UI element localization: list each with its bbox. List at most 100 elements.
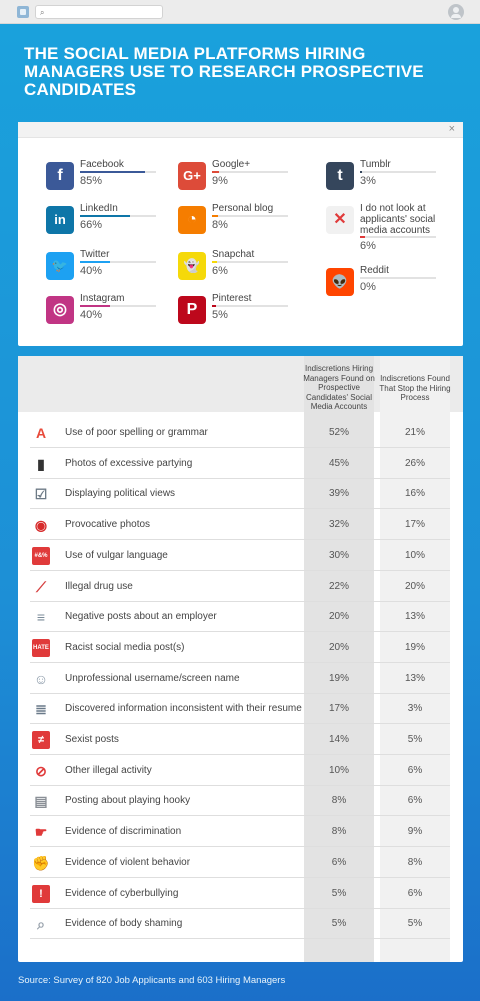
- platform-percent: 8%: [212, 219, 228, 231]
- indiscretions-table: Indiscretions Hiring Managers Found on P…: [18, 356, 463, 962]
- magnifier-scale-icon: ⌕: [37, 916, 45, 933]
- row-label: Use of poor spelling or grammar: [65, 427, 208, 438]
- platform-bar-fill: [80, 171, 145, 173]
- platform-name: Twitter: [80, 249, 110, 260]
- platform-bar-track: [212, 305, 288, 307]
- row-label: Negative posts about an employer: [65, 611, 217, 623]
- platform-percent: 5%: [212, 309, 228, 321]
- table-row: A Use of poor spelling or grammar 52% 21%: [30, 418, 450, 448]
- platform-percent: 6%: [212, 265, 228, 277]
- rss-icon: ◔: [178, 206, 206, 234]
- found-percent: 20%: [328, 611, 349, 623]
- pinterest-icon: P: [178, 296, 206, 324]
- stop-percent: 6%: [407, 764, 423, 776]
- platform-percent: 9%: [212, 175, 228, 187]
- stop-column-bg: [380, 356, 450, 962]
- facebook-icon: f: [46, 162, 74, 190]
- platform-name: Facebook: [80, 159, 124, 170]
- row-label: Sexist posts: [65, 734, 119, 745]
- stop-percent: 6%: [407, 795, 423, 807]
- close-icon[interactable]: ×: [448, 123, 455, 135]
- found-percent: 5%: [331, 918, 347, 930]
- row-label: Provocative photos: [65, 519, 151, 531]
- platform-bar-fill: [212, 305, 216, 307]
- stop-percent: 20%: [404, 580, 425, 592]
- platform-bar-track: [212, 261, 288, 263]
- stop-percent: 21%: [404, 427, 425, 438]
- platform-name: Personal blog: [212, 203, 274, 214]
- x-icon: ✕: [326, 206, 354, 234]
- stop-percent: 6%: [407, 887, 423, 899]
- instagram-icon: ◎: [46, 296, 74, 324]
- table-row: ≣ Discovered information inconsistent wit…: [30, 694, 450, 725]
- platform-bar-fill: [80, 261, 111, 263]
- row-label: Other illegal activity: [65, 764, 152, 776]
- prohibited-icon: ⊘: [35, 762, 47, 779]
- row-label: Racist social media post(s): [65, 641, 185, 653]
- table-row: ⌕ Evidence of body shaming 5% 5%: [30, 909, 450, 940]
- table-row: ▮ Photos of excessive partying 45% 26%: [30, 449, 450, 479]
- user-avatar-icon[interactable]: [448, 4, 464, 20]
- row-label: Evidence of cyberbullying: [65, 887, 179, 899]
- browser-toolbar: ⌕: [0, 0, 480, 24]
- table-row: ≠ Sexist posts 14% 5%: [30, 725, 450, 755]
- table-row: ☑ Displaying political views 39% 16%: [30, 479, 450, 510]
- search-input[interactable]: ⌕: [35, 5, 163, 19]
- platform-bar-track: [360, 171, 436, 173]
- ballot-box-icon: ☑: [34, 486, 48, 503]
- row-label: Posting about playing hooky: [65, 795, 191, 807]
- platform-bar-track: [80, 261, 156, 263]
- table-row: ≡ Negative posts about an employer 20% 13%: [30, 602, 450, 633]
- found-percent: 39%: [328, 488, 349, 500]
- platform-bar-fill: [212, 171, 219, 173]
- platform-bar-fill: [80, 305, 111, 307]
- platform-percent: 40%: [80, 309, 103, 321]
- row-label: Unprofessional username/screen name: [65, 672, 240, 684]
- row-label: Use of vulgar language: [65, 549, 168, 561]
- found-percent: 32%: [328, 519, 349, 531]
- row-label: Illegal drug use: [65, 580, 133, 592]
- platform-name: LinkedIn: [80, 203, 118, 214]
- platform-name: Instagram: [80, 293, 125, 304]
- negative-post-icon: ≡: [36, 609, 46, 626]
- stop-percent: 3%: [407, 703, 423, 715]
- spelling-icon: A: [35, 425, 47, 441]
- not-equal-icon: ≠: [32, 731, 50, 749]
- panel-titlebar: ×: [18, 122, 463, 138]
- syringe-icon: ⟋: [36, 578, 46, 595]
- platform-percent: 85%: [80, 175, 103, 187]
- app-logo-icon[interactable]: [17, 6, 29, 18]
- found-percent: 19%: [328, 672, 349, 684]
- source-note: Source: Survey of 820 Job Applicants and…: [18, 975, 286, 986]
- stop-percent: 5%: [407, 918, 423, 930]
- platform-bar-track: [80, 171, 156, 173]
- platform-name: Snapchat: [212, 249, 255, 260]
- fist-icon: ✊: [32, 854, 50, 871]
- stop-column-header: Indiscretions Found That Stop the Hiring…: [379, 374, 451, 402]
- platform-name: Pinterest: [212, 293, 252, 304]
- bottle-icon: ▮: [37, 455, 45, 472]
- stop-percent: 10%: [404, 549, 425, 561]
- linkedin-icon: in: [46, 206, 74, 234]
- table-row: ✊ Evidence of violent behavior 6% 8%: [30, 848, 450, 878]
- platform-name: Google+: [212, 159, 251, 170]
- stop-percent: 19%: [404, 641, 425, 653]
- found-percent: 30%: [328, 549, 349, 561]
- platform-bar-track: [360, 277, 436, 279]
- swear-bubble-icon: #&%: [32, 546, 50, 565]
- cyberbully-icon: !: [32, 884, 50, 903]
- platform-bar-track: [212, 171, 288, 173]
- found-percent: 22%: [328, 580, 349, 592]
- found-percent: 45%: [328, 457, 349, 469]
- stop-percent: 17%: [404, 519, 425, 531]
- google-plus-icon: G+: [178, 162, 206, 190]
- found-percent: 8%: [331, 826, 347, 838]
- found-percent: 5%: [331, 887, 347, 899]
- table-row: ☛ Evidence of discrimination 8% 9%: [30, 817, 450, 848]
- row-label: Discovered information inconsistent with…: [65, 703, 302, 715]
- username-icon: ☺: [33, 670, 49, 687]
- table-row: ⊘ Other illegal activity 10% 6%: [30, 756, 450, 786]
- stop-percent: 8%: [407, 856, 423, 868]
- row-label: Displaying political views: [65, 488, 176, 500]
- stop-percent: 16%: [404, 488, 425, 500]
